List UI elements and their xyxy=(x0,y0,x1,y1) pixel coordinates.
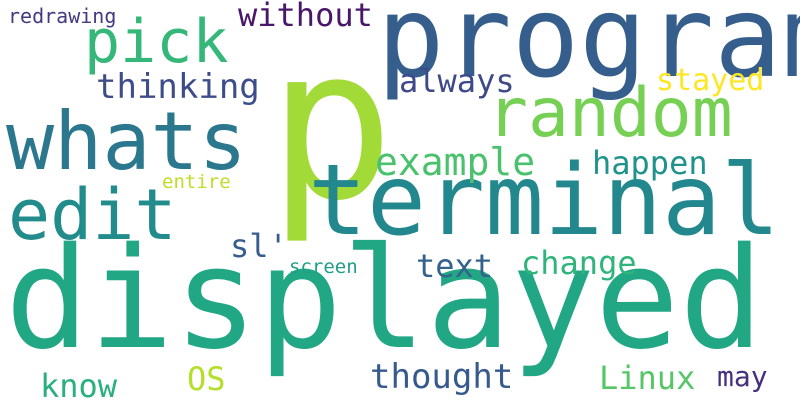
word-entire: entire xyxy=(162,171,231,193)
word-p: p xyxy=(268,2,395,247)
word-stayed: stayed xyxy=(656,63,765,98)
word-always: always xyxy=(399,62,515,100)
word-program: program xyxy=(377,0,800,103)
word-know: know xyxy=(40,367,118,400)
word-may: may xyxy=(717,360,768,393)
word-happen: happen xyxy=(592,144,708,182)
word-linux: Linux xyxy=(599,359,696,397)
word-without: without xyxy=(238,0,373,34)
word-example: example xyxy=(375,140,536,184)
word-redrawing: redrawing xyxy=(8,4,117,28)
word-thinking: thinking xyxy=(96,67,260,107)
word-screen: screen xyxy=(289,256,358,278)
word-displayed: displayed xyxy=(5,218,764,381)
word-change: change xyxy=(521,244,637,282)
word-terminal: terminal xyxy=(308,144,781,258)
word-thought: thought xyxy=(370,357,514,397)
word-random: random xyxy=(487,74,733,153)
word-os: OS xyxy=(187,360,226,398)
word-whats: whats xyxy=(6,95,247,188)
word-sl: sl' xyxy=(230,227,288,265)
word-text: text xyxy=(416,247,494,285)
word-edit: edit xyxy=(8,174,177,256)
word-pick: pick xyxy=(84,7,229,77)
